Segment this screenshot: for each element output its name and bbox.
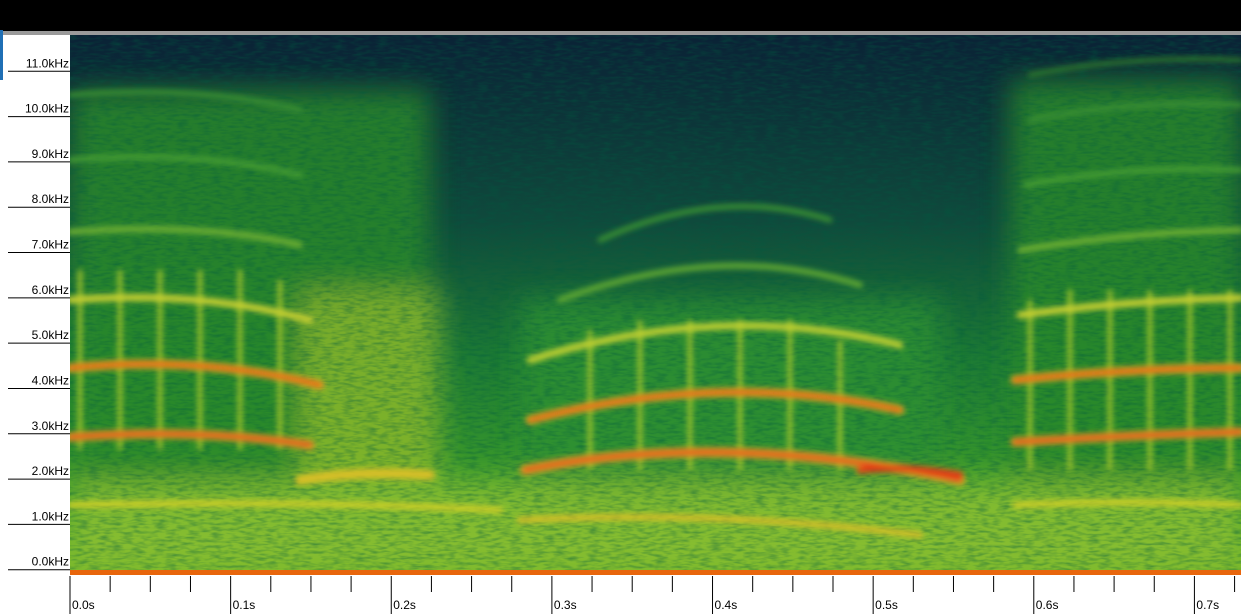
x-tick-label: 0.6s — [1036, 598, 1059, 612]
x-tick-label: 0.4s — [715, 598, 738, 612]
baseline — [70, 570, 1241, 575]
y-tick-label: 9.0kHz — [32, 147, 69, 161]
x-tick-label: 0.5s — [875, 598, 898, 612]
edge-marker — [0, 30, 3, 80]
y-tick-label: 7.0kHz — [32, 238, 69, 252]
x-tick-label: 0.0s — [72, 598, 95, 612]
x-tick-label: 0.2s — [393, 598, 416, 612]
spectrogram-view: 0.0kHz 1.0kHz 2.0kHz 3.0kHz 4.0kHz 5.0kHz 6.0k… — [0, 0, 1241, 614]
x-tick-label: 0.1s — [233, 598, 256, 612]
y-tick-label: 5.0kHz — [32, 328, 69, 342]
y-tick-label: 8.0kHz — [32, 192, 69, 206]
title-bar — [0, 0, 1241, 31]
y-tick-label: 10.0kHz — [25, 102, 69, 116]
y-tick-label: 6.0kHz — [32, 283, 69, 297]
y-tick-label: 11.0kHz — [26, 56, 69, 70]
y-tick-label: 2.0kHz — [32, 464, 69, 478]
x-tick-label: 0.3s — [554, 598, 577, 612]
y-tick-label: 4.0kHz — [32, 373, 69, 387]
spectrogram-image — [70, 35, 1241, 570]
y-tick-label: 0.0kHz — [32, 555, 69, 569]
y-tick-label: 3.0kHz — [32, 419, 69, 433]
x-tick-label: 0.7s — [1196, 598, 1219, 612]
y-tick-label: 1.0kHz — [32, 509, 69, 523]
separator — [0, 31, 1241, 35]
